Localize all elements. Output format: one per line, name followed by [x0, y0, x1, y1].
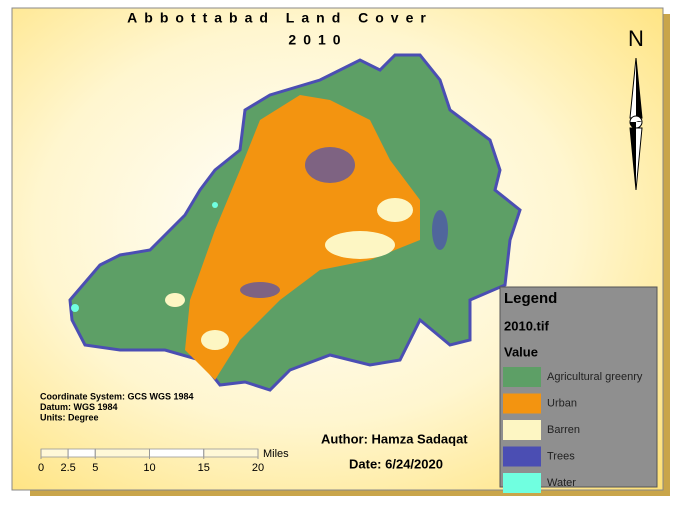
coordinate-line: Coordinate System: GCS WGS 1984	[40, 391, 194, 401]
barren-patch	[325, 231, 395, 259]
legend-field: Value	[504, 344, 538, 359]
barren-patch	[165, 293, 185, 307]
scale-label: 2.5	[60, 462, 75, 474]
scale-segment	[203, 448, 259, 458]
water-patch	[71, 304, 79, 312]
north-label: N	[628, 26, 644, 51]
legend-swatch	[503, 473, 541, 493]
coordinate-line: Datum: WGS 1984	[40, 402, 118, 412]
legend-label: Urban	[547, 397, 577, 409]
trees-patch	[432, 210, 448, 250]
date: Date: 6/24/2020	[349, 456, 443, 471]
scale-label: 10	[143, 462, 155, 474]
scale-segment	[94, 448, 150, 458]
legend-label: Water	[547, 477, 576, 489]
legend-label: Trees	[547, 450, 575, 462]
scale-segment	[67, 448, 96, 458]
legend-title: Legend	[504, 290, 557, 307]
scale-label: 15	[198, 462, 210, 474]
legend-label: Barren	[547, 424, 580, 436]
legend-layer: 2010.tif	[504, 318, 549, 333]
scale-label: 0	[38, 462, 44, 474]
barren-patch	[377, 198, 413, 222]
legend-swatch	[503, 367, 541, 387]
scale-segment	[149, 448, 205, 458]
legend-label: Agricultural greenry	[547, 371, 643, 383]
water-patch	[212, 202, 218, 208]
scale-bar: 0 2.5 5 10 15 20 Miles	[38, 448, 289, 474]
legend-swatch	[503, 393, 541, 414]
author: Author: Hamza Sadaqat	[321, 431, 468, 446]
scale-label: 20	[252, 462, 264, 474]
scale-label: 5	[92, 462, 98, 474]
land-cover-map	[68, 53, 522, 392]
trees-patch	[240, 282, 280, 298]
map-subtitle: 2010	[288, 32, 347, 48]
coordinate-line: Units: Degree	[40, 412, 99, 422]
legend: Legend 2010.tif Value Agricultural green…	[499, 286, 658, 493]
map-title: Abbottabad Land Cover	[127, 10, 433, 26]
north-arrow: N	[628, 26, 644, 191]
urban-area	[185, 95, 420, 380]
scale-segment	[40, 448, 69, 458]
legend-swatch	[503, 420, 541, 440]
barren-patch	[201, 330, 229, 350]
legend-swatch	[503, 446, 541, 467]
trees-patch	[305, 147, 355, 183]
scale-unit: Miles	[263, 448, 289, 460]
